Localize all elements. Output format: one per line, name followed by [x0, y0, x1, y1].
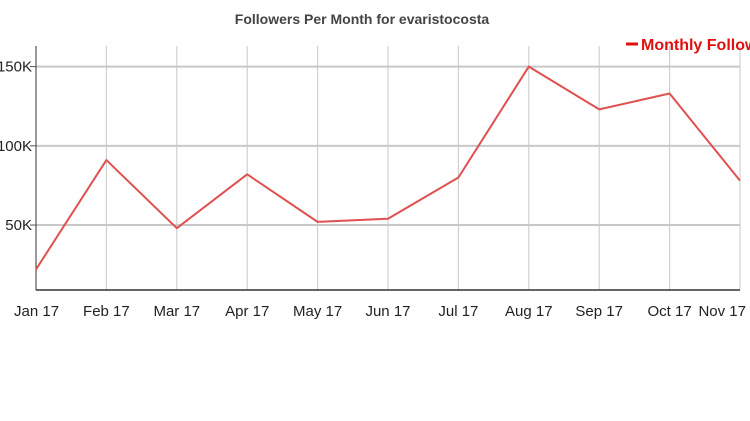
y-tick-label: 100K — [0, 138, 32, 155]
y-tick-label: 150K — [0, 59, 32, 76]
y-axis-ticks: 50K 100K 150K — [0, 59, 36, 234]
series-layer — [35, 65, 741, 270]
x-tick-label: Nov 17 — [698, 303, 746, 320]
x-tick-label: Jun 17 — [365, 303, 410, 320]
x-tick-label: Sep 17 — [575, 303, 623, 320]
legend: Monthly Follower — [626, 37, 750, 54]
x-tick-label: Oct 17 — [648, 303, 692, 320]
x-tick-label: Jul 17 — [438, 303, 478, 320]
chart-title: Followers Per Month for evaristocosta — [235, 11, 490, 27]
x-tick-label: Jan 17 — [14, 303, 59, 320]
grid-lines — [36, 46, 741, 290]
x-tick-label: Feb 17 — [83, 303, 130, 320]
axes — [35, 46, 740, 291]
x-axis-ticks: Jan 17 Feb 17 Mar 17 Apr 17 May 17 Jun 17 Jul … — [14, 303, 746, 320]
x-tick-label: May 17 — [293, 303, 342, 320]
x-tick-label: Aug 17 — [505, 303, 553, 320]
legend-label-monthly-follower: Monthly Follower — [641, 37, 750, 54]
y-tick-label: 50K — [5, 217, 32, 234]
x-tick-label: Mar 17 — [153, 303, 200, 320]
x-tick-label: Apr 17 — [225, 303, 269, 320]
